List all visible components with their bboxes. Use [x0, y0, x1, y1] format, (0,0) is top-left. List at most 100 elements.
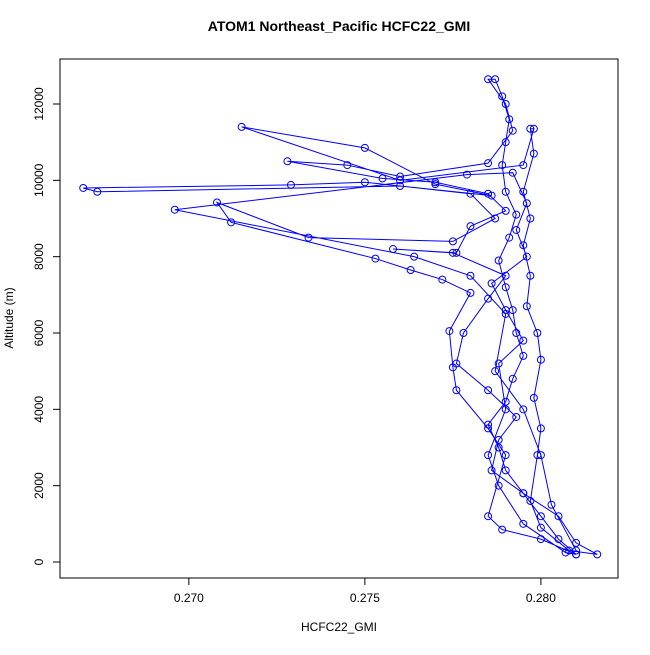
data-point — [93, 187, 102, 196]
data-point — [536, 535, 545, 544]
data-point — [360, 178, 369, 187]
data-point — [501, 206, 510, 215]
data-point — [487, 466, 496, 475]
data-point — [501, 187, 510, 196]
data-point — [512, 329, 521, 338]
data-point — [466, 271, 475, 280]
data-point — [501, 466, 510, 475]
data-point — [170, 205, 179, 214]
data-point — [487, 191, 496, 200]
data-point — [343, 161, 352, 170]
data-point — [410, 252, 419, 261]
x-axis-label: HCFC22_GMI — [301, 620, 377, 634]
y-tick-label: 10000 — [32, 163, 46, 197]
data-point — [466, 222, 475, 231]
y-tick-label: 2000 — [32, 472, 46, 499]
data-point — [519, 187, 528, 196]
x-tick-label: 0.270 — [174, 591, 204, 605]
data-point — [448, 248, 457, 257]
data-point — [491, 367, 500, 376]
data-point — [494, 481, 503, 490]
data-point — [508, 374, 517, 383]
data-point — [79, 183, 88, 192]
data-point — [448, 363, 457, 372]
data-point — [508, 126, 517, 135]
data-point — [501, 99, 510, 108]
data-point — [484, 75, 493, 84]
y-tick-label: 12000 — [32, 87, 46, 121]
data-point — [501, 451, 510, 460]
data-point — [508, 168, 517, 177]
data-point — [227, 218, 236, 227]
data-point — [519, 489, 528, 498]
data-point — [501, 397, 510, 406]
data-point — [438, 275, 447, 284]
data-point — [522, 252, 531, 261]
data-point — [526, 496, 535, 505]
data-point — [487, 279, 496, 288]
data-point — [526, 124, 535, 133]
chart-title: ATOM1 Northeast_Pacific HCFC22_GMI — [208, 18, 470, 34]
data-point — [498, 161, 507, 170]
data-point — [462, 170, 471, 179]
data-point — [445, 327, 454, 336]
data-point — [536, 451, 545, 460]
data-point — [501, 283, 510, 292]
data-point — [304, 233, 313, 242]
data-point — [498, 525, 507, 534]
data-point — [501, 405, 510, 414]
data-point — [360, 143, 369, 152]
data-point — [484, 451, 493, 460]
data-point — [526, 214, 535, 223]
data-point — [561, 548, 570, 557]
data-point — [466, 288, 475, 297]
data-point — [484, 420, 493, 429]
data-point — [498, 92, 507, 101]
data-point — [522, 199, 531, 208]
data-point — [286, 180, 295, 189]
data-point — [501, 309, 510, 318]
data-point — [396, 182, 405, 191]
data-point — [536, 512, 545, 521]
x-tick-label: 0.280 — [526, 591, 556, 605]
plot-box — [59, 58, 619, 579]
data-point — [396, 176, 405, 185]
x-tick-label: 0.275 — [350, 591, 380, 605]
data-point — [519, 351, 528, 360]
data-point — [494, 359, 503, 368]
data-point — [452, 386, 461, 395]
data-point — [452, 248, 461, 257]
data-point — [529, 124, 538, 133]
data-point — [533, 329, 542, 338]
data-point — [501, 138, 510, 147]
data-point — [283, 157, 292, 166]
data-point — [378, 174, 387, 183]
data-point — [484, 294, 493, 303]
data-point — [554, 535, 563, 544]
data-point — [484, 424, 493, 433]
data-point — [466, 189, 475, 198]
data-point — [484, 386, 493, 395]
data-point — [396, 172, 405, 181]
data-point — [526, 271, 535, 280]
data-point — [519, 405, 528, 414]
data-point — [237, 122, 246, 131]
y-axis-label: Altitude (m) — [2, 287, 16, 348]
data-point — [501, 306, 510, 315]
data-point — [389, 245, 398, 254]
data-point — [536, 523, 545, 532]
data-point — [554, 512, 563, 521]
data-point — [536, 355, 545, 364]
data-point — [431, 180, 440, 189]
y-tick-label: 8000 — [32, 243, 46, 270]
data-point — [491, 214, 500, 223]
data-point — [522, 302, 531, 311]
data-point — [371, 254, 380, 263]
data-point — [519, 161, 528, 170]
data-point — [494, 443, 503, 452]
data-point — [512, 225, 521, 234]
data-point — [572, 546, 581, 555]
